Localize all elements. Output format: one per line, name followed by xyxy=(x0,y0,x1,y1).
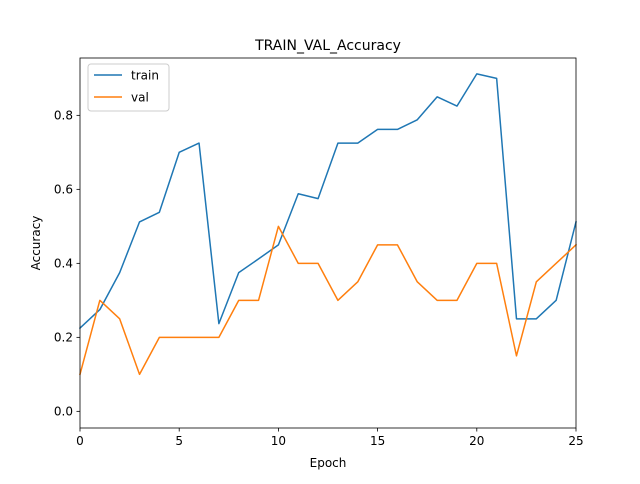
x-tick-label: 0 xyxy=(76,434,84,448)
x-axis: 0 5 10 15 20 25 xyxy=(76,428,584,448)
x-tick-label: 15 xyxy=(370,434,385,448)
x-tick-label: 20 xyxy=(469,434,484,448)
y-tick-label: 0.2 xyxy=(54,330,73,344)
y-tick-label: 0.4 xyxy=(54,256,73,270)
y-tick-label: 0.0 xyxy=(54,404,73,418)
x-tick-label: 10 xyxy=(271,434,286,448)
chart-title: TRAIN_VAL_Accuracy xyxy=(254,38,401,54)
legend-label-train: train xyxy=(131,69,159,83)
series-line-val xyxy=(79,225,578,376)
x-axis-label: Epoch xyxy=(310,456,347,470)
x-tick-label: 25 xyxy=(568,434,583,448)
y-tick-label: 0.8 xyxy=(54,108,73,122)
y-tick-label: 0.6 xyxy=(54,182,73,196)
series-line-train xyxy=(78,73,577,330)
plot-frame xyxy=(79,57,577,429)
plot-area xyxy=(78,73,578,376)
legend-label-val: val xyxy=(131,91,149,105)
x-tick-label: 5 xyxy=(175,434,183,448)
legend: train val xyxy=(87,63,170,112)
y-axis-label: Accuracy xyxy=(29,216,43,271)
y-axis: 0.0 0.2 0.4 0.6 0.8 xyxy=(54,108,80,418)
